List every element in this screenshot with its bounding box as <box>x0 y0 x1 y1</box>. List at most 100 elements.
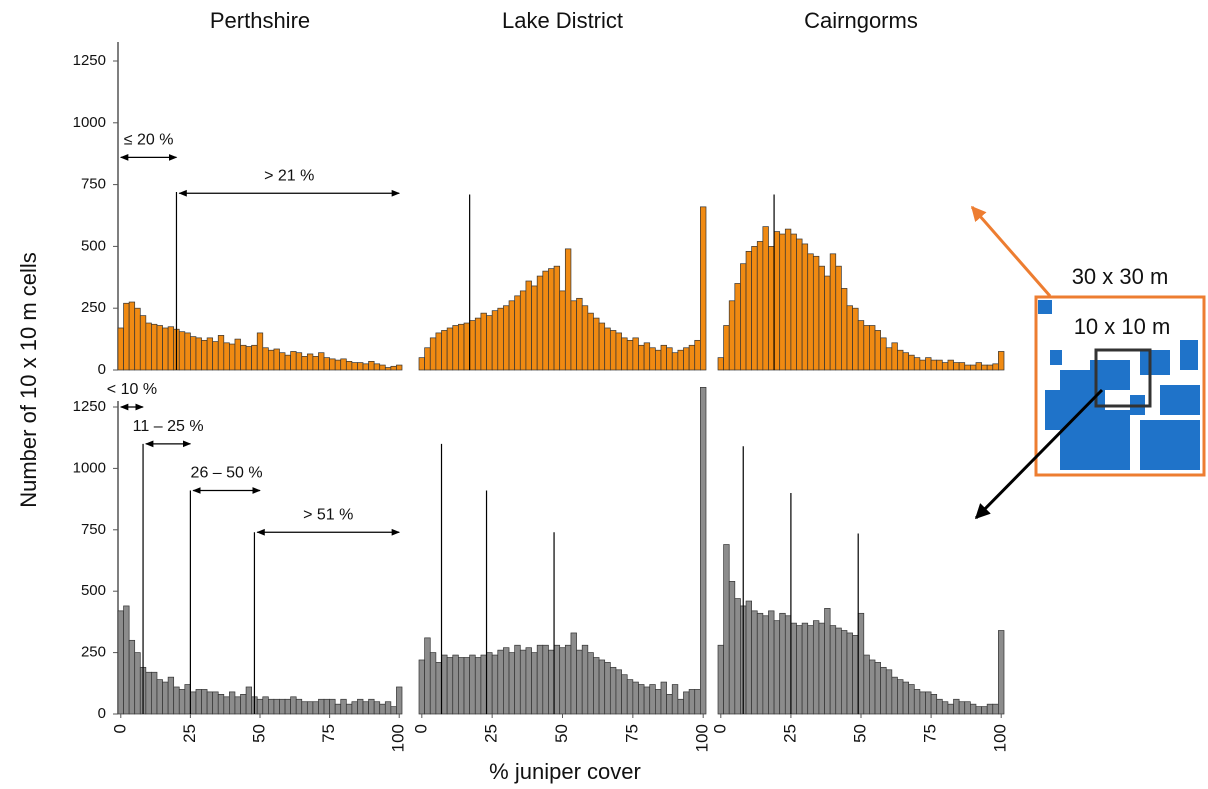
bar <box>757 241 763 370</box>
range-label: < 10 % <box>107 381 157 398</box>
bar <box>151 672 157 714</box>
bar <box>869 660 875 714</box>
bar <box>285 699 291 714</box>
x-tick-label: 0 <box>110 724 129 733</box>
bar <box>599 323 605 370</box>
bar <box>875 662 881 714</box>
bar <box>729 581 735 714</box>
bar <box>458 324 464 370</box>
bar <box>858 321 864 370</box>
x-tick-label: 0 <box>411 724 430 733</box>
bar <box>419 660 425 714</box>
bar <box>146 672 152 714</box>
bar <box>447 328 453 370</box>
bar <box>196 689 202 714</box>
bar <box>729 301 735 370</box>
bar <box>475 318 481 370</box>
x-axis-label: % juniper cover <box>489 759 641 784</box>
bar <box>942 363 948 370</box>
bar <box>593 658 599 714</box>
bar <box>970 365 976 370</box>
bar <box>914 358 920 370</box>
bar <box>515 296 521 370</box>
bar <box>419 358 425 370</box>
bar <box>470 655 476 714</box>
bar <box>897 680 903 714</box>
panel-title: Lake District <box>502 8 623 33</box>
bar <box>948 704 954 714</box>
bar <box>481 655 487 714</box>
bar <box>752 246 758 370</box>
bar <box>998 630 1004 714</box>
bar <box>291 351 297 370</box>
bar <box>157 680 163 714</box>
bar <box>453 655 459 714</box>
bar <box>808 254 814 370</box>
bar <box>998 351 1004 370</box>
bar <box>369 699 375 714</box>
bar <box>678 699 684 714</box>
y-tick-label: 500 <box>81 582 106 599</box>
bar <box>948 360 954 370</box>
bar <box>616 670 622 714</box>
bar <box>207 692 213 714</box>
bar <box>532 286 538 370</box>
bar <box>374 702 380 714</box>
bar <box>661 345 667 370</box>
bar <box>942 702 948 714</box>
bar <box>925 692 931 714</box>
bar <box>324 699 330 714</box>
bar <box>385 702 391 714</box>
bar <box>330 359 336 370</box>
y-tick-label: 250 <box>81 299 106 316</box>
bar <box>881 338 887 370</box>
bar <box>163 328 169 370</box>
bar <box>526 648 532 714</box>
bar <box>263 697 269 714</box>
bar <box>976 363 982 370</box>
bar <box>146 323 152 370</box>
bar <box>475 658 481 714</box>
bar <box>667 694 673 714</box>
bar <box>925 358 931 370</box>
bar <box>296 699 302 714</box>
bar <box>246 347 252 370</box>
bar <box>224 343 230 370</box>
bar <box>560 648 566 714</box>
bar <box>622 338 628 370</box>
bar <box>263 348 269 370</box>
bar <box>881 667 887 714</box>
bar <box>190 692 196 714</box>
bar <box>302 356 308 370</box>
x-tick-label: 75 <box>622 724 641 743</box>
y-tick-label: 0 <box>98 705 106 722</box>
bar <box>380 365 386 370</box>
bar <box>763 227 769 370</box>
bar <box>241 345 247 370</box>
bar <box>425 638 431 714</box>
x-tick-label: 25 <box>780 724 799 743</box>
bar <box>897 350 903 370</box>
bar <box>526 281 532 370</box>
panel-title: Perthshire <box>210 8 310 33</box>
bar <box>965 365 971 370</box>
bar <box>346 704 352 714</box>
bar <box>774 621 780 714</box>
bar <box>470 321 476 370</box>
bar <box>700 387 706 714</box>
bar <box>914 689 920 714</box>
bar <box>218 335 224 370</box>
bar <box>548 269 554 370</box>
bar <box>396 687 402 714</box>
bar <box>285 355 291 370</box>
bar <box>509 301 515 370</box>
bar <box>791 623 797 714</box>
bar <box>791 234 797 370</box>
y-tick-label: 750 <box>81 521 106 538</box>
inset-outer-label: 30 x 30 m <box>1072 264 1169 289</box>
bar <box>987 365 993 370</box>
bar <box>982 365 988 370</box>
x-tick-label: 100 <box>693 724 712 752</box>
bar <box>279 353 285 370</box>
bar <box>213 342 219 370</box>
